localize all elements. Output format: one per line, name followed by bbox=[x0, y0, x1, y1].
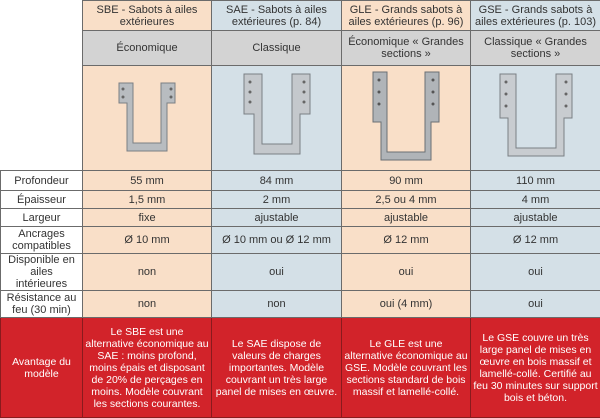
cell: 90 mm bbox=[342, 171, 471, 191]
category-gse: Classique « Grandes sections » bbox=[471, 31, 600, 66]
category-row: Économique Classique Économique « Grande… bbox=[1, 31, 600, 66]
cell: Le GSE couvre un très large panel de mis… bbox=[471, 318, 600, 418]
label-profondeur: Profondeur bbox=[1, 171, 83, 191]
cell: Ø 12 mm bbox=[342, 227, 471, 254]
cell: oui bbox=[471, 254, 600, 291]
cell: Ø 10 mm bbox=[83, 227, 212, 254]
cell: non bbox=[83, 254, 212, 291]
cell: 4 mm bbox=[471, 191, 600, 209]
row-largeur: Largeur fixe ajustable ajustable ajustab… bbox=[1, 209, 600, 227]
cell: Ø 12 mm bbox=[471, 227, 600, 254]
gse-hanger-photo bbox=[471, 66, 600, 171]
sbe-hanger-photo bbox=[83, 66, 212, 171]
cell: Le GLE est une alternative économique au… bbox=[342, 318, 471, 418]
sae-hanger-photo bbox=[212, 66, 342, 171]
cell: 110 mm bbox=[471, 171, 600, 191]
row-profondeur: Profondeur 55 mm 84 mm 90 mm 110 mm bbox=[1, 171, 600, 191]
category-sae: Classique bbox=[212, 31, 342, 66]
cell: oui bbox=[342, 254, 471, 291]
cell: 2 mm bbox=[212, 191, 342, 209]
gle-hanger-photo bbox=[342, 66, 471, 171]
cell: 1,5 mm bbox=[83, 191, 212, 209]
header-sbe: SBE - Sabots à ailes extérieures bbox=[83, 1, 212, 31]
cell: ajustable bbox=[342, 209, 471, 227]
cell: Le SAE dispose de valeurs de charges imp… bbox=[212, 318, 342, 418]
label-avantage: Avantage du modèle bbox=[1, 318, 83, 418]
cell: ajustable bbox=[212, 209, 342, 227]
label-interieures: Disponible en ailes intérieures bbox=[1, 254, 83, 291]
row-interieures: Disponible en ailes intérieures non oui … bbox=[1, 254, 600, 291]
category-gle: Économique « Grandes sections » bbox=[342, 31, 471, 66]
header-gle: GLE - Grands sabots à ailes extérieures … bbox=[342, 1, 471, 31]
cell: 55 mm bbox=[83, 171, 212, 191]
row-feu: Résistance au feu (30 min) non non oui (… bbox=[1, 291, 600, 318]
category-sbe: Économique bbox=[83, 31, 212, 66]
image-row bbox=[1, 66, 600, 171]
cell: oui bbox=[212, 254, 342, 291]
label-epaisseur: Épaisseur bbox=[1, 191, 83, 209]
cell: fixe bbox=[83, 209, 212, 227]
cell: oui (4 mm) bbox=[342, 291, 471, 318]
cell: 84 mm bbox=[212, 171, 342, 191]
cell: non bbox=[212, 291, 342, 318]
header-sae: SAE - Sabots à ailes extérieures (p. 84) bbox=[212, 1, 342, 31]
row-epaisseur: Épaisseur 1,5 mm 2 mm 2,5 ou 4 mm 4 mm bbox=[1, 191, 600, 209]
row-avantage: Avantage du modèle Le SBE est une altern… bbox=[1, 318, 600, 418]
row-ancrages: Ancrages compatibles Ø 10 mm Ø 10 mm ou … bbox=[1, 227, 600, 254]
cell: ajustable bbox=[471, 209, 600, 227]
label-largeur: Largeur bbox=[1, 209, 83, 227]
empty-cell bbox=[1, 1, 83, 31]
cell: 2,5 ou 4 mm bbox=[342, 191, 471, 209]
label-feu: Résistance au feu (30 min) bbox=[1, 291, 83, 318]
cell: oui bbox=[471, 291, 600, 318]
header-gse: GSE - Grands sabots à ailes extérieures … bbox=[471, 1, 600, 31]
empty-cell bbox=[1, 31, 83, 66]
cell: Le SBE est une alternative économique au… bbox=[83, 318, 212, 418]
cell: Ø 10 mm ou Ø 12 mm bbox=[212, 227, 342, 254]
empty-cell bbox=[1, 66, 83, 171]
title-row: SBE - Sabots à ailes extérieures SAE - S… bbox=[1, 1, 600, 31]
label-ancrages: Ancrages compatibles bbox=[1, 227, 83, 254]
cell: non bbox=[83, 291, 212, 318]
